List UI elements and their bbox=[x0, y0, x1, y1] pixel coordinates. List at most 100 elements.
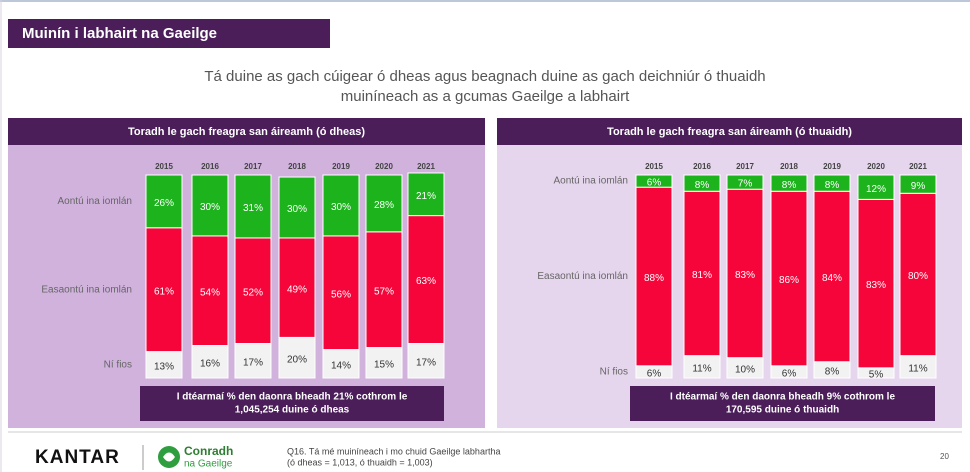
data-label: 52% bbox=[243, 287, 263, 298]
data-label: 57% bbox=[374, 286, 394, 297]
legend-label: Ní fios bbox=[600, 367, 628, 378]
data-label: 20% bbox=[287, 354, 307, 365]
x-tick-label: 2018 bbox=[288, 162, 306, 171]
x-tick-label: 2015 bbox=[645, 162, 663, 171]
note-box bbox=[630, 386, 935, 421]
x-tick-label: 2016 bbox=[693, 162, 711, 171]
bar-segment bbox=[322, 174, 360, 237]
bar-segment bbox=[683, 190, 721, 357]
bar-segment bbox=[145, 174, 183, 229]
bar-segment bbox=[234, 342, 272, 379]
bar-segment bbox=[365, 347, 403, 379]
title-box bbox=[8, 19, 330, 48]
x-tick-label: 2017 bbox=[244, 162, 262, 171]
data-label: 86% bbox=[779, 275, 799, 286]
bar-segment bbox=[234, 174, 272, 239]
x-tick-label: 2019 bbox=[332, 162, 350, 171]
logo-mark bbox=[163, 452, 175, 462]
note: 1,045,254 duine ó dheas bbox=[235, 405, 350, 416]
note: 170,595 duine ó thuaidh bbox=[726, 405, 839, 416]
x-tick-label: 2021 bbox=[909, 162, 927, 171]
logo-text: na Gaeilge bbox=[184, 459, 233, 470]
data-label: 10% bbox=[735, 364, 755, 375]
logo-text: Conradh bbox=[184, 444, 233, 458]
bar-segment bbox=[365, 231, 403, 349]
data-label: 49% bbox=[287, 284, 307, 295]
data-label: 11% bbox=[692, 363, 711, 374]
data-label: 9% bbox=[911, 181, 926, 192]
x-tick-label: 2016 bbox=[201, 162, 219, 171]
data-label: 11% bbox=[908, 363, 927, 374]
bar-segment bbox=[857, 174, 895, 200]
data-label: 26% bbox=[154, 198, 174, 209]
data-label: 54% bbox=[200, 287, 220, 298]
data-label: 5% bbox=[869, 370, 884, 381]
data-label: 6% bbox=[782, 369, 797, 380]
legend-label: Easaontú ina iomlán bbox=[537, 271, 628, 282]
data-label: 17% bbox=[416, 357, 436, 368]
x-tick-label: 2019 bbox=[823, 162, 841, 171]
chart-title: Toradh le gach freagra san áireamh (ó th… bbox=[607, 126, 852, 138]
data-label: 56% bbox=[331, 289, 351, 300]
bar-segment bbox=[635, 186, 673, 367]
data-label: 84% bbox=[822, 273, 842, 284]
bar-segment bbox=[322, 235, 360, 351]
bar-segment bbox=[322, 349, 360, 379]
x-tick-label: 2017 bbox=[736, 162, 754, 171]
data-label: 83% bbox=[735, 270, 755, 281]
bar-segment bbox=[145, 351, 183, 379]
data-label: 30% bbox=[200, 202, 220, 213]
data-label: 88% bbox=[644, 273, 664, 284]
data-label: 7% bbox=[738, 179, 753, 190]
title: Muinín i labhairt na Gaeilge bbox=[22, 25, 217, 42]
bar-segment bbox=[857, 198, 895, 369]
bar-segment bbox=[899, 174, 937, 194]
data-label: 28% bbox=[374, 200, 394, 211]
bar-segment bbox=[899, 192, 937, 357]
data-label: 81% bbox=[692, 270, 712, 281]
bar-segment bbox=[407, 172, 445, 217]
legend-label: Aontú ina iomlán bbox=[554, 176, 629, 187]
bar-segment bbox=[770, 174, 808, 192]
data-label: 14% bbox=[331, 360, 351, 371]
x-tick-label: 2020 bbox=[375, 162, 393, 171]
data-label: 30% bbox=[331, 202, 351, 213]
bar-segment bbox=[635, 174, 673, 188]
bar-segment bbox=[234, 237, 272, 344]
source: (ó dheas = 1,013, ó thuaidh = 1,003) bbox=[287, 457, 433, 467]
bar-segment bbox=[278, 336, 316, 379]
legend-label: Easaontú ina iomlán bbox=[41, 284, 132, 295]
page-number: 20 bbox=[940, 452, 949, 461]
chart-title: Toradh le gach freagra san áireamh (ó dh… bbox=[128, 126, 365, 138]
data-label: 80% bbox=[908, 271, 928, 282]
x-tick-label: 2018 bbox=[780, 162, 798, 171]
data-label: 8% bbox=[695, 180, 710, 191]
bar-segment bbox=[278, 176, 316, 239]
data-label: 15% bbox=[374, 359, 394, 370]
note-box bbox=[140, 386, 444, 421]
data-label: 8% bbox=[782, 180, 797, 191]
subtitle: muiníneach as a gcumas Gaeilge a labhair… bbox=[341, 88, 630, 105]
bar-segment bbox=[813, 174, 851, 192]
bar-segment bbox=[145, 227, 183, 353]
data-label: 61% bbox=[154, 286, 174, 297]
data-label: 16% bbox=[200, 358, 220, 369]
bar-segment bbox=[191, 174, 229, 237]
note: I dtéarmaí % den daonra bheadh 21% cothr… bbox=[177, 392, 408, 403]
bar-segment bbox=[407, 215, 445, 344]
bar-segment bbox=[278, 237, 316, 338]
bar-segment bbox=[191, 235, 229, 347]
data-label: 31% bbox=[243, 203, 263, 214]
data-label: 8% bbox=[825, 180, 840, 191]
x-tick-label: 2015 bbox=[155, 162, 173, 171]
data-label: 63% bbox=[416, 276, 436, 287]
data-label: 13% bbox=[154, 361, 174, 372]
data-label: 12% bbox=[866, 184, 886, 195]
x-tick-label: 2020 bbox=[867, 162, 885, 171]
data-label: 6% bbox=[647, 369, 662, 380]
bar-segment bbox=[726, 174, 764, 190]
data-label: 8% bbox=[825, 367, 840, 378]
bar-segment bbox=[726, 188, 764, 359]
panel-header bbox=[497, 118, 962, 145]
